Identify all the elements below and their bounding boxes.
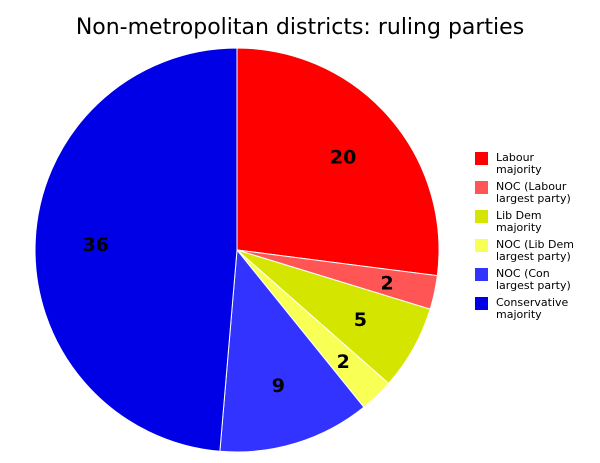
pie-value-label-0: 20 [330, 147, 356, 169]
pie-value-label-3: 2 [337, 351, 350, 373]
legend-swatch-0 [475, 152, 488, 165]
legend-swatch-4 [475, 268, 488, 281]
legend-label-4: NOC (Con largest party) [496, 267, 571, 292]
pie-data-labels: 20 252 9 36 [82, 147, 393, 398]
pie-value-label-5: 36 [82, 234, 108, 256]
legend-swatch-2 [475, 210, 488, 223]
legend-label-1: NOC (Labour largest party) [496, 180, 571, 205]
legend-swatch-1 [475, 181, 488, 194]
legend-label-0: Labour majority [496, 151, 542, 176]
legend-swatch-5 [475, 297, 488, 310]
pie-value-label-2: 5 [354, 309, 367, 331]
legend-swatch-3 [475, 239, 488, 252]
pie-slice-0 [236, 47, 440, 277]
legend-label-5: Conservative majority [496, 296, 569, 321]
legend-label-3: NOC (Lib Dem largest party) [496, 238, 574, 263]
pie-slice-5 [34, 47, 238, 452]
pie-slice-4 [219, 248, 365, 453]
legend-label-2: Lib Dem majority [496, 209, 542, 234]
pie-value-label-4: 9 [272, 375, 285, 397]
legend: Labour majority NOC (Labour largest party) L… [475, 151, 574, 321]
pie-slices [34, 47, 440, 453]
pie-value-label-1: 2 [380, 272, 393, 294]
chart-title: Non-metropolitan districts: ruling parti… [76, 15, 524, 40]
